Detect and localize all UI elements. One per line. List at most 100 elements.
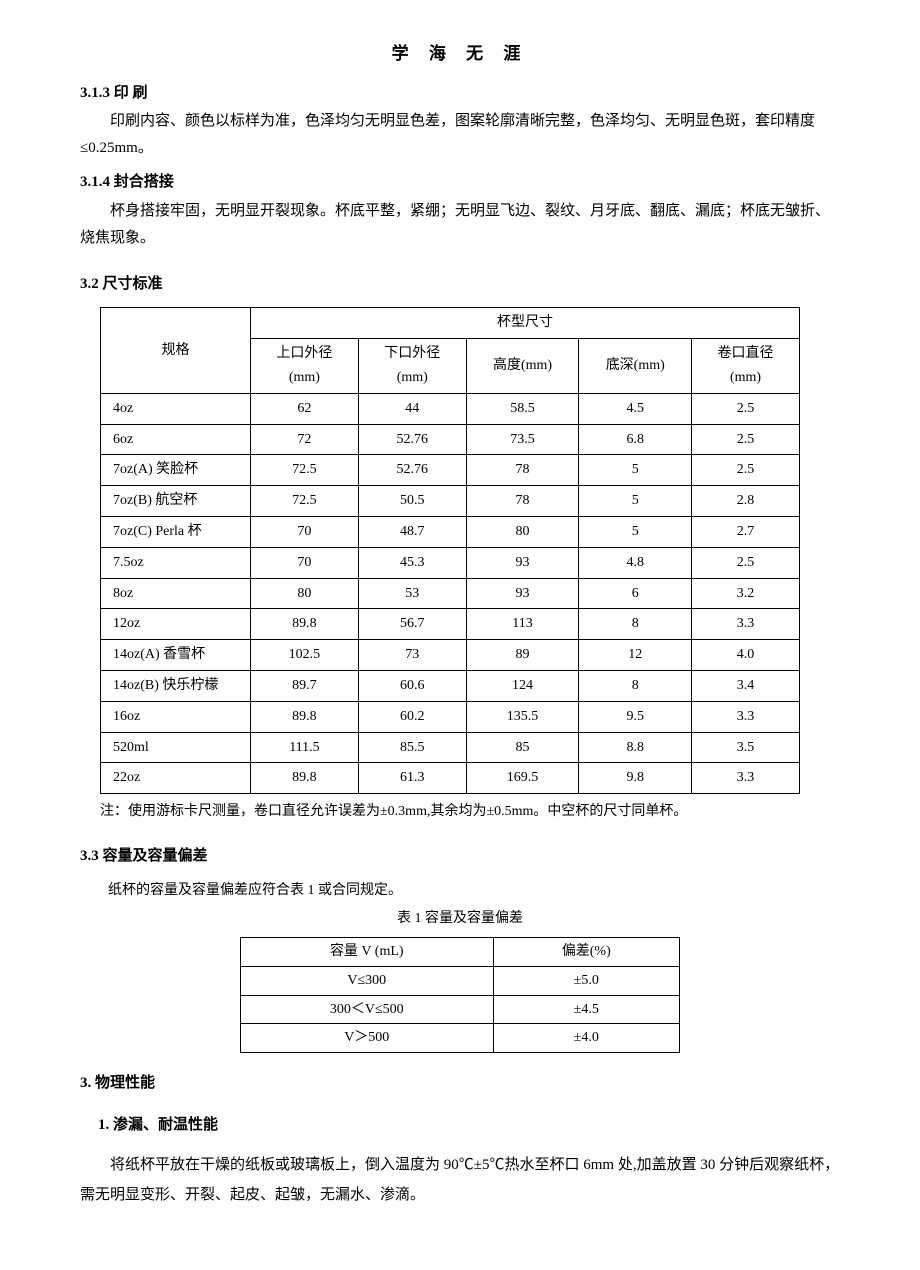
th-dim-col: 卷口直径(mm) — [692, 339, 800, 394]
table-row: V≤300±5.0 — [241, 966, 680, 995]
cell-value: 78 — [466, 455, 579, 486]
table-row: 8oz80539363.2 — [101, 578, 800, 609]
th-dim-col: 高度(mm) — [466, 339, 579, 394]
cell-value: 89.7 — [251, 670, 359, 701]
cell-value: 3.5 — [692, 732, 800, 763]
table-row: 520ml111.585.5858.83.5 — [101, 732, 800, 763]
cell-value: 60.2 — [358, 701, 466, 732]
volume-table-caption: 表 1 容量及容量偏差 — [80, 907, 840, 931]
cell-value: 9.5 — [579, 701, 692, 732]
section-3-physical-heading: 3. 物理性能 — [80, 1071, 840, 1097]
cell-value: 80 — [466, 516, 579, 547]
cell-value: 56.7 — [358, 609, 466, 640]
cell-value: 85.5 — [358, 732, 466, 763]
cell-value: 111.5 — [251, 732, 359, 763]
cell-value: 44 — [358, 393, 466, 424]
table-row: 7.5oz7045.3934.82.5 — [101, 547, 800, 578]
cell-deviation: ±4.0 — [493, 1024, 679, 1053]
volume-table-body: V≤300±5.0300＜V≤500±4.5V＞500±4.0 — [241, 966, 680, 1052]
table-row: 22oz89.861.3169.59.83.3 — [101, 763, 800, 794]
cell-value: 72 — [251, 424, 359, 455]
cell-value: 89 — [466, 640, 579, 671]
cell-value: 5 — [579, 455, 692, 486]
cell-value: 12 — [579, 640, 692, 671]
cell-spec: 6oz — [101, 424, 251, 455]
table-row: 7oz(C) Perla 杯7048.78052.7 — [101, 516, 800, 547]
th-dim-col: 底深(mm) — [579, 339, 692, 394]
cell-value: 6.8 — [579, 424, 692, 455]
cell-value: 62 — [251, 393, 359, 424]
cell-deviation: ±5.0 — [493, 966, 679, 995]
cell-value: 89.8 — [251, 609, 359, 640]
section-3-2-heading: 3.2 尺寸标准 — [80, 272, 840, 298]
cell-value: 93 — [466, 578, 579, 609]
cell-value: 70 — [251, 516, 359, 547]
cell-value: 5 — [579, 516, 692, 547]
th-spec: 规格 — [101, 308, 251, 393]
th-volume: 容量 V (mL) — [241, 938, 494, 967]
cell-value: 8.8 — [579, 732, 692, 763]
cell-value: 3.2 — [692, 578, 800, 609]
table-row: 12oz89.856.711383.3 — [101, 609, 800, 640]
cell-value: 52.76 — [358, 455, 466, 486]
table-row: 6oz7252.7673.56.82.5 — [101, 424, 800, 455]
cell-spec: 4oz — [101, 393, 251, 424]
cell-value: 72.5 — [251, 455, 359, 486]
cell-value: 48.7 — [358, 516, 466, 547]
cell-deviation: ±4.5 — [493, 995, 679, 1024]
dimensions-table: 规格 杯型尺寸 上口外径(mm)下口外径(mm)高度(mm)底深(mm)卷口直径… — [100, 307, 800, 794]
cell-value: 73 — [358, 640, 466, 671]
th-group: 杯型尺寸 — [251, 308, 800, 339]
section-3-1-3-para: 印刷内容、颜色以标样为准，色泽均匀无明显色差，图案轮廓清晰完整，色泽均匀、无明显… — [80, 108, 840, 162]
section-1-leak-heading: 1. 渗漏、耐温性能 — [80, 1113, 840, 1139]
table-row: 16oz89.860.2135.59.53.3 — [101, 701, 800, 732]
cell-value: 9.8 — [579, 763, 692, 794]
cell-value: 89.8 — [251, 763, 359, 794]
cell-spec: 7.5oz — [101, 547, 251, 578]
dimensions-table-head: 规格 杯型尺寸 上口外径(mm)下口外径(mm)高度(mm)底深(mm)卷口直径… — [101, 308, 800, 393]
cell-value: 4.0 — [692, 640, 800, 671]
cell-spec: 12oz — [101, 609, 251, 640]
th-dim-col: 下口外径(mm) — [358, 339, 466, 394]
cell-value: 78 — [466, 486, 579, 517]
cell-value: 2.5 — [692, 393, 800, 424]
table-row: 7oz(B) 航空杯72.550.57852.8 — [101, 486, 800, 517]
cell-value: 58.5 — [466, 393, 579, 424]
table-row: 300＜V≤500±4.5 — [241, 995, 680, 1024]
cell-value: 5 — [579, 486, 692, 517]
dimensions-table-note: 注：使用游标卡尺测量，卷口直径允许误差为±0.3mm,其余均为±0.5mm。中空… — [100, 800, 840, 824]
table-row: 4oz624458.54.52.5 — [101, 393, 800, 424]
section-1-leak-para: 将纸杯平放在干燥的纸板或玻璃板上，倒入温度为 90℃±5℃热水至杯口 6mm 处… — [80, 1150, 840, 1210]
cell-spec: 22oz — [101, 763, 251, 794]
section-3-1-4-para: 杯身搭接牢固，无明显开裂现象。杯底平整，紧绷；无明显飞边、裂纹、月牙底、翻底、漏… — [80, 198, 840, 252]
cell-value: 169.5 — [466, 763, 579, 794]
cell-value: 2.7 — [692, 516, 800, 547]
volume-table: 容量 V (mL) 偏差(%) V≤300±5.0300＜V≤500±4.5V＞… — [240, 937, 680, 1053]
cell-value: 60.6 — [358, 670, 466, 701]
cell-value: 52.76 — [358, 424, 466, 455]
cell-value: 6 — [579, 578, 692, 609]
cell-value: 102.5 — [251, 640, 359, 671]
cell-value: 3.4 — [692, 670, 800, 701]
cell-spec: 16oz — [101, 701, 251, 732]
cell-value: 3.3 — [692, 763, 800, 794]
section-3-3-sub: 纸杯的容量及容量偏差应符合表 1 或合同规定。 — [80, 879, 840, 903]
cell-spec: 7oz(A) 笑脸杯 — [101, 455, 251, 486]
cell-spec: 14oz(B) 快乐柠檬 — [101, 670, 251, 701]
section-3-1-3-heading: 3.1.3 印 刷 — [80, 81, 840, 107]
cell-volume: V＞500 — [241, 1024, 494, 1053]
cell-value: 45.3 — [358, 547, 466, 578]
table-row: 7oz(A) 笑脸杯72.552.767852.5 — [101, 455, 800, 486]
cell-value: 8 — [579, 609, 692, 640]
cell-value: 50.5 — [358, 486, 466, 517]
dimensions-table-body: 4oz624458.54.52.56oz7252.7673.56.82.57oz… — [101, 393, 800, 793]
cell-value: 85 — [466, 732, 579, 763]
cell-value: 73.5 — [466, 424, 579, 455]
table-row: 14oz(A) 香雪杯102.57389124.0 — [101, 640, 800, 671]
cell-spec: 14oz(A) 香雪杯 — [101, 640, 251, 671]
table-row: V＞500±4.0 — [241, 1024, 680, 1053]
cell-value: 135.5 — [466, 701, 579, 732]
cell-spec: 520ml — [101, 732, 251, 763]
cell-volume: 300＜V≤500 — [241, 995, 494, 1024]
section-3-3-heading: 3.3 容量及容量偏差 — [80, 844, 840, 870]
